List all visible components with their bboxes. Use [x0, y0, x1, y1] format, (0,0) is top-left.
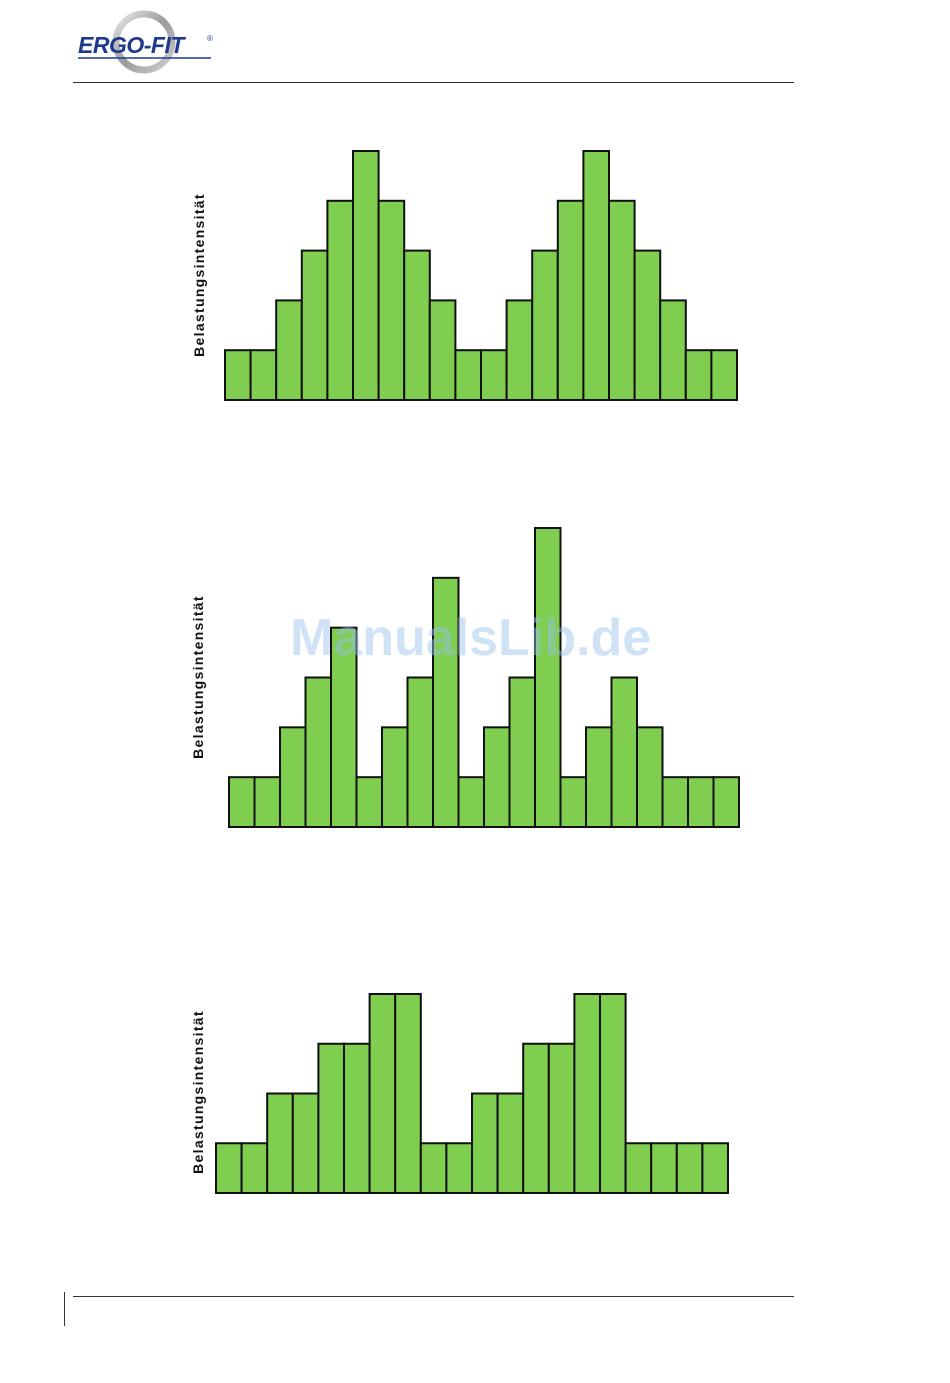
chart-1-bar-11	[480, 349, 508, 401]
chart-2-bars	[228, 527, 740, 828]
chart-3-bar-16	[599, 993, 627, 1194]
ergo-fit-logo: ERGO-FIT ®	[76, 8, 226, 76]
chart-2-y-axis-label: Belastungsintensität	[190, 595, 206, 759]
chart-2-bar-11	[483, 726, 511, 828]
footer-divider	[73, 1296, 794, 1297]
chart-3-bar-4	[291, 1092, 320, 1194]
chart-2-bar-18	[661, 776, 689, 828]
chart-1-bar-16	[608, 199, 636, 401]
chart-2-bar-14	[559, 776, 587, 828]
chart-3-bar-9	[419, 1142, 448, 1194]
chart-2-bar-17	[636, 726, 664, 828]
chart-1-bar-19	[684, 349, 713, 401]
chart-3-bar-10	[445, 1142, 473, 1194]
chart-3-y-axis-label: Belastungsintensität	[190, 1010, 206, 1174]
chart-1-bar-6	[352, 150, 380, 401]
chart-1-bar-17	[633, 249, 662, 401]
chart-3-bar-19	[675, 1142, 704, 1194]
chart-3-bar-8	[394, 993, 422, 1194]
chart-2-bar-16	[610, 676, 638, 828]
chart-1-bar-10	[454, 349, 482, 401]
chart-2-bar-19	[687, 776, 715, 828]
chart-2-bar-7	[381, 726, 409, 828]
chart-2-bar-8	[406, 676, 434, 828]
chart-1-bar-20	[710, 349, 738, 401]
chart-2-bar-4	[304, 676, 332, 828]
chart-3-bar-13	[522, 1042, 550, 1194]
chart-1-bar-13	[531, 249, 559, 401]
chart-1-bars	[224, 150, 738, 401]
chart-2-bar-13	[534, 527, 562, 828]
chart-3-bar-18	[650, 1142, 678, 1194]
chart-3-bar-1	[215, 1142, 243, 1194]
chart-1-bar-7	[377, 199, 406, 401]
chart-1-bar-15	[582, 150, 610, 401]
chart-3-bar-15	[573, 993, 601, 1194]
chart-2-bar-10	[457, 776, 485, 828]
chart-1-bar-12	[505, 299, 534, 401]
intensity-chart-3	[215, 993, 729, 1194]
chart-1-bar-1	[224, 349, 252, 401]
intensity-chart-2	[228, 527, 740, 828]
chart-2-bar-12	[508, 676, 536, 828]
chart-1-bar-9	[428, 299, 457, 401]
chart-1-bar-5	[326, 199, 355, 401]
chart-1-bar-8	[403, 249, 431, 401]
chart-2-bar-3	[279, 726, 307, 828]
intensity-chart-1	[224, 150, 738, 401]
chart-3-bar-12	[496, 1092, 525, 1194]
chart-3-bar-5	[317, 1042, 346, 1194]
logo-text: ERGO-FIT	[78, 32, 184, 58]
chart-2-bar-15	[585, 726, 613, 828]
logo-ring-icon	[78, 10, 211, 74]
chart-3-bar-6	[343, 1042, 371, 1194]
chart-1-bar-3	[275, 299, 303, 401]
chart-1-bar-18	[659, 299, 687, 401]
chart-2-bar-5	[330, 626, 358, 828]
chart-1-bar-2	[249, 349, 278, 401]
chart-2-bar-9	[432, 576, 460, 828]
chart-3-bar-3	[266, 1092, 294, 1194]
chart-3-bar-20	[701, 1142, 729, 1194]
chart-3-bars	[215, 993, 729, 1194]
registered-mark: ®	[207, 34, 213, 43]
chart-1-bar-14	[556, 199, 585, 401]
chart-3-bar-17	[624, 1142, 653, 1194]
chart-3-bar-11	[471, 1092, 499, 1194]
chart-2-bar-2	[253, 776, 281, 828]
chart-3-bar-2	[240, 1142, 269, 1194]
chart-2-bar-6	[355, 776, 383, 828]
header-divider	[73, 82, 794, 83]
chart-3-bar-14	[547, 1042, 576, 1194]
chart-1-y-axis-label: Belastungsintensität	[191, 193, 207, 357]
chart-2-bar-1	[228, 776, 256, 828]
footer-side-rule	[64, 1292, 65, 1326]
chart-3-bar-7	[368, 993, 397, 1194]
chart-1-bar-4	[300, 249, 329, 401]
chart-2-bar-20	[712, 776, 740, 828]
